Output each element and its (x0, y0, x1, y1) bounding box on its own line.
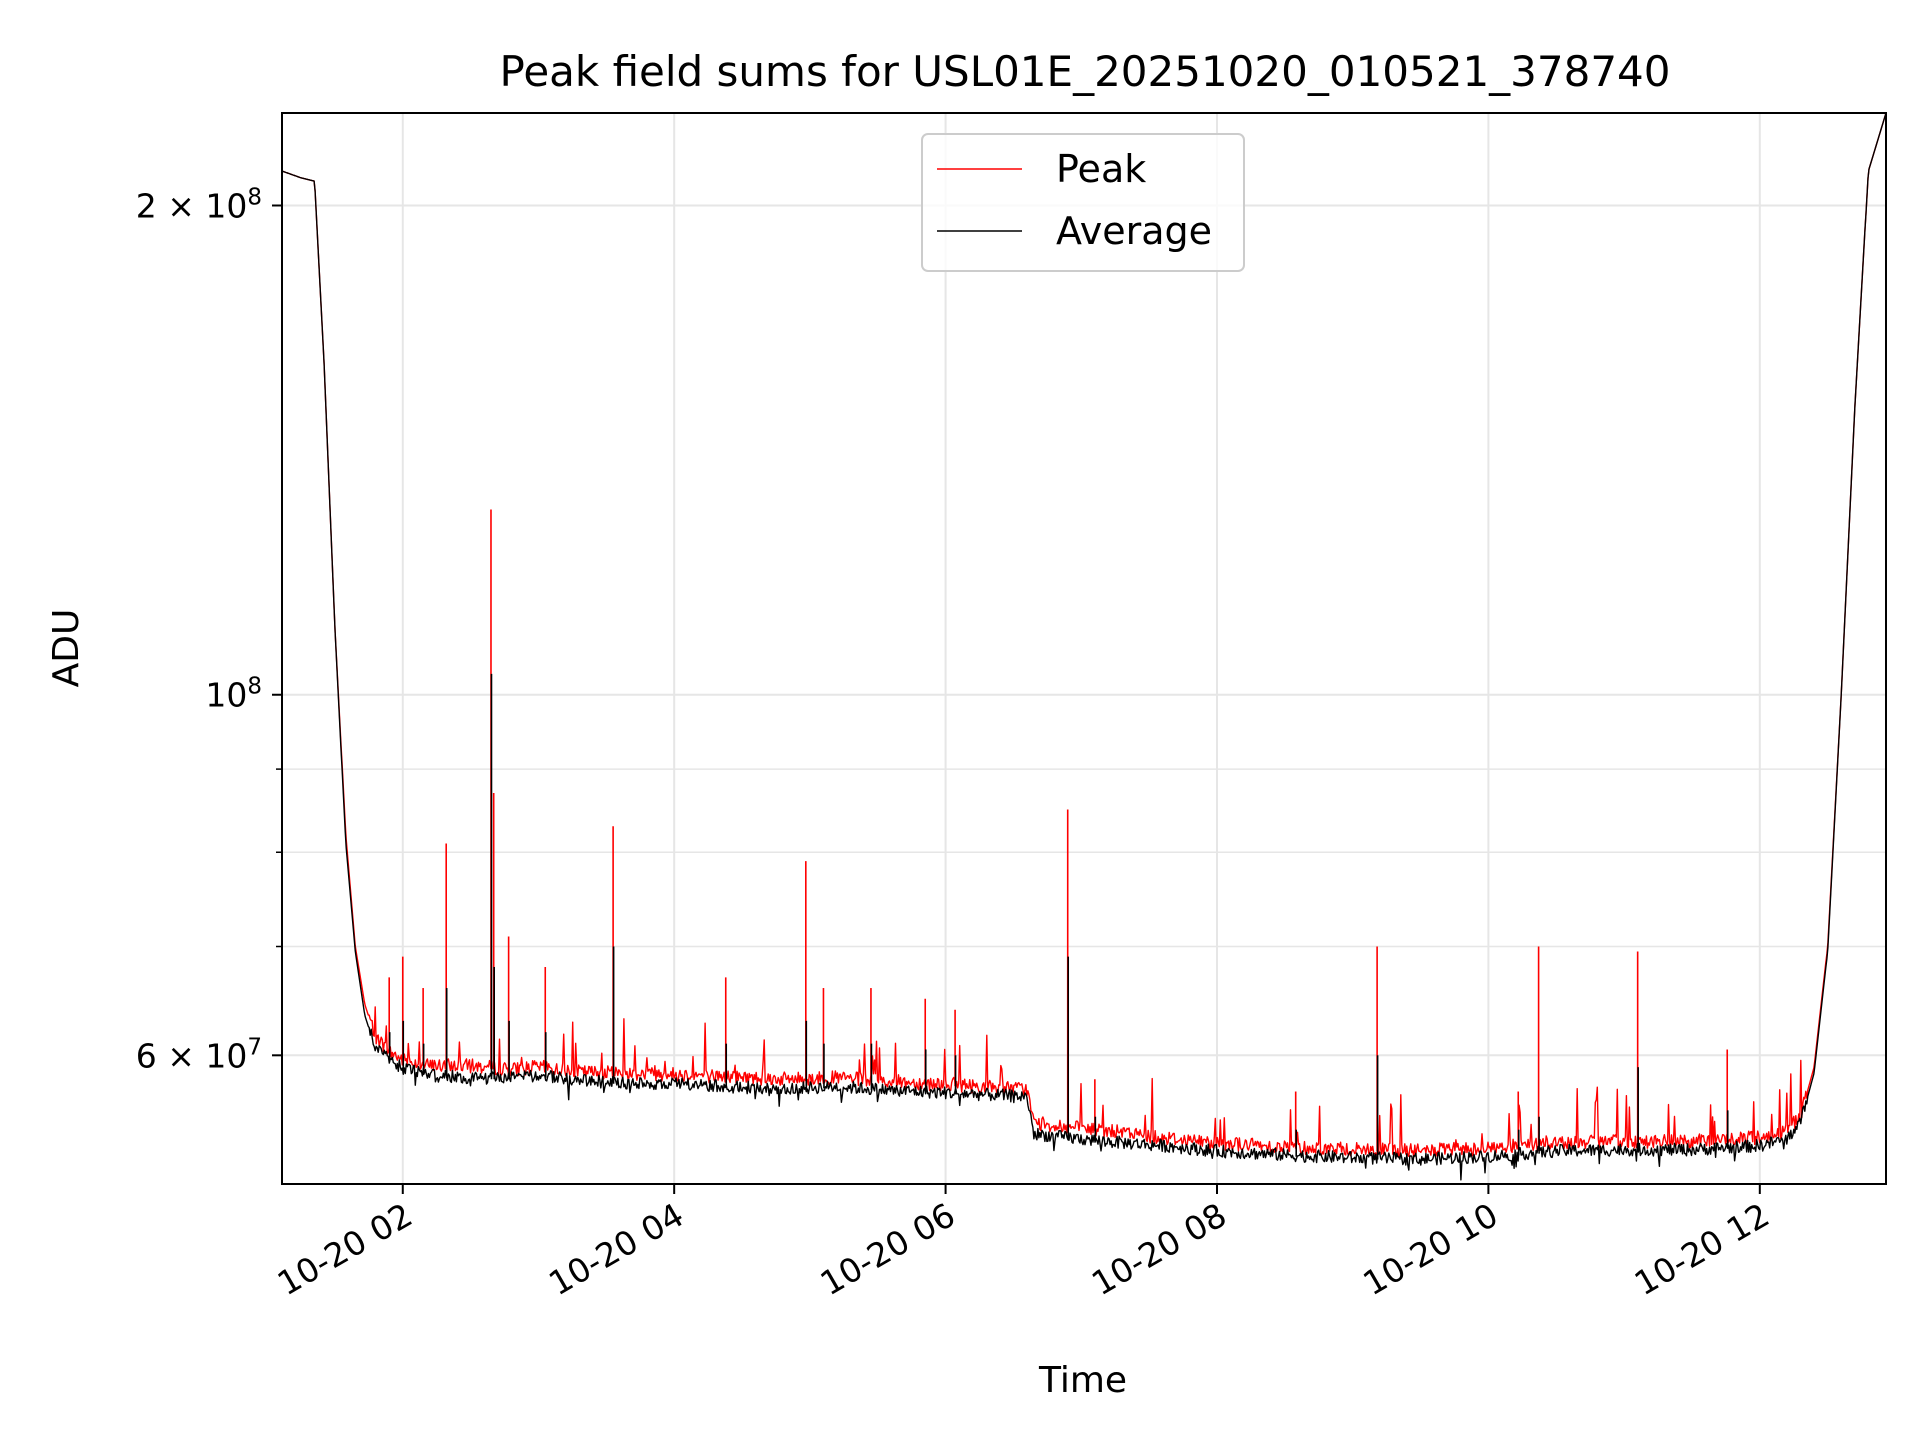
x-tick-label: 10-20 08 (1085, 1195, 1233, 1303)
legend: Peak Average (921, 133, 1245, 272)
x-tick-label: 10-20 06 (814, 1195, 962, 1303)
y-axis: 2 × 108 108 6 × 107 (136, 184, 282, 1075)
y-axis-label: ADU (46, 609, 87, 688)
legend-label-peak: Peak (1056, 147, 1146, 191)
average-series-line (281, 112, 1887, 1181)
plot-frame (281, 112, 1887, 1185)
y-tick-label: 108 (205, 674, 262, 715)
x-tick-label: 10-20 10 (1356, 1195, 1504, 1303)
y-tick-label: 6 × 107 (136, 1034, 262, 1075)
x-tick-label: 10-20 04 (542, 1195, 690, 1303)
x-tick-label: 10-20 02 (271, 1195, 419, 1303)
gridlines (282, 113, 1886, 1184)
x-axis-label: Time (1038, 1360, 1127, 1401)
x-tick-label: 10-20 12 (1628, 1195, 1776, 1303)
x-axis: 10-20 02 10-20 04 10-20 06 10-20 08 10-20 10… (271, 1184, 1776, 1303)
series-layer (281, 112, 1887, 1181)
chart-title: Peak field sums for USL01E_20251020_0105… (499, 47, 1670, 96)
y-tick-label: 2 × 108 (136, 184, 262, 225)
legend-label-average: Average (1056, 209, 1212, 253)
